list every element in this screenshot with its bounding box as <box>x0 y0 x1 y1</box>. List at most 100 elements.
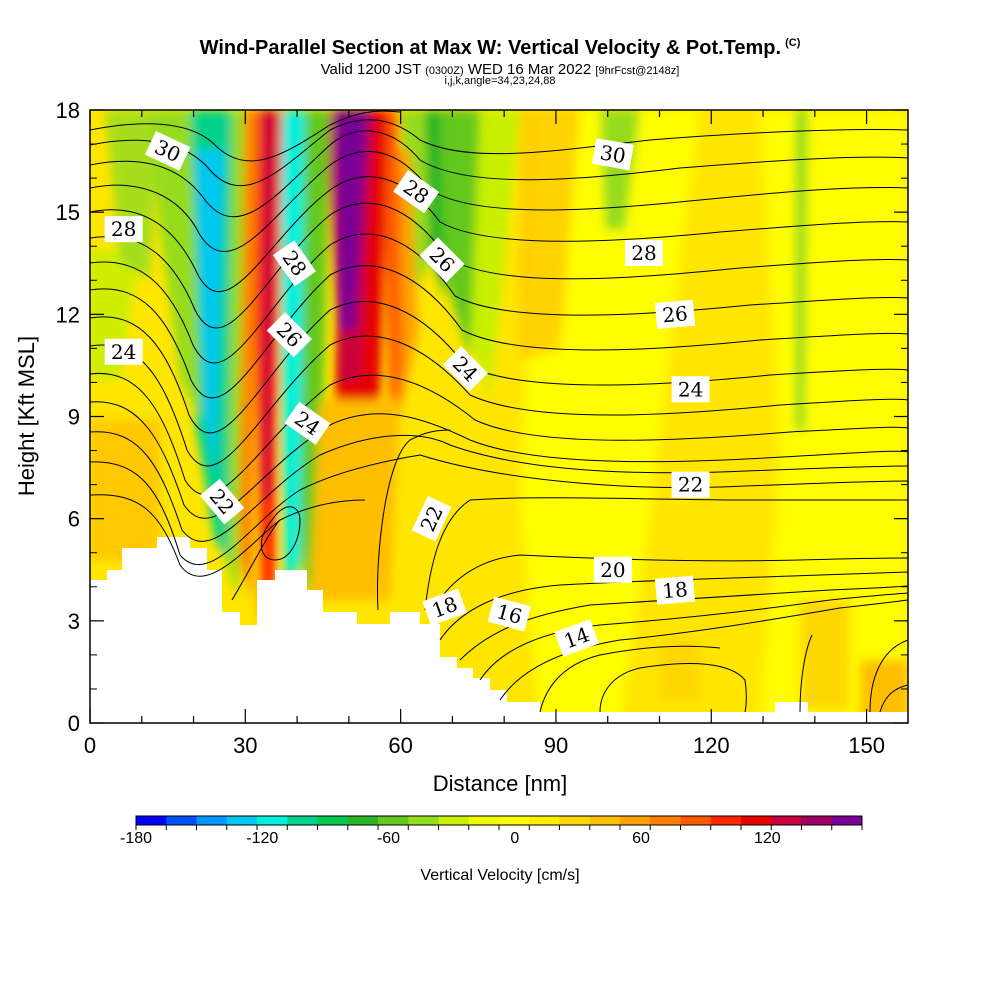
colorbar-swatch <box>378 816 409 825</box>
contour-label-box <box>422 588 467 626</box>
colorbar-swatch <box>650 816 681 825</box>
colorbar-tick-label: -60 <box>377 830 400 847</box>
contour-label: 28 <box>104 216 143 243</box>
contour-label-text: 18 <box>661 577 688 603</box>
colorbar-swatch <box>680 816 712 825</box>
copyright-mark: (C) <box>785 37 801 50</box>
colorbar-swatch <box>529 816 560 825</box>
contour-label: 16 <box>487 596 532 632</box>
colorbar-swatch <box>347 816 379 825</box>
x-tick-label: 90 <box>544 733 568 758</box>
vertical-velocity-field <box>90 110 908 723</box>
valid-time: Valid 1200 JST <box>320 61 421 78</box>
chart-subtitle: Valid 1200 JST (0300Z) WED 16 Mar 2022 [… <box>0 61 1000 78</box>
contour-label: 28 <box>624 240 663 267</box>
contour-label-box <box>104 338 143 365</box>
contour-label-box <box>266 312 312 358</box>
colorbar-swatch <box>166 816 197 825</box>
contour-label-box <box>654 299 696 329</box>
contour-label-box <box>624 240 663 267</box>
colorbar-swatch <box>710 816 742 825</box>
colorbar-swatch <box>438 816 470 825</box>
y-tick-label: 18 <box>56 98 80 123</box>
chart-title-text: Wind-Parallel Section at Max W: Vertical… <box>199 37 782 59</box>
colorbar-tick-label: 60 <box>632 830 650 847</box>
contour-label-text: 28 <box>111 217 136 241</box>
colorbar-swatch <box>408 816 439 825</box>
y-tick-label: 9 <box>68 405 80 430</box>
contour-label-box <box>671 471 710 498</box>
colorbar-swatch <box>559 816 591 825</box>
x-axis: 0 30 60 90 120 150 <box>84 110 885 758</box>
x-axis-label: Distance [nm] <box>433 771 568 796</box>
contour-label-text: 24 <box>111 340 136 364</box>
contour-label-box <box>654 575 696 605</box>
contour-label-box <box>487 596 532 632</box>
potential-temperature-contours <box>90 110 908 713</box>
contour-label-box <box>284 401 331 445</box>
y-tick-label: 3 <box>68 609 80 634</box>
contour-label: 24 <box>104 338 143 365</box>
valid-date: WED 16 Mar 2022 <box>467 61 592 78</box>
contour-label-box <box>591 138 634 171</box>
y-tick-label: 6 <box>68 507 80 532</box>
colorbar: -180 -120 -60 0 60 120 <box>120 815 863 847</box>
contour-label-box <box>104 216 143 243</box>
contour-label-box <box>419 237 465 283</box>
contour-label-box <box>144 131 191 171</box>
contour-label: 18 <box>654 575 696 605</box>
section-indices: i,j,k,angle=34,23,24,88 <box>444 75 556 87</box>
contour-label-box <box>272 240 317 287</box>
contour-label: 22 <box>671 471 710 498</box>
contour-label: 26 <box>654 299 696 329</box>
contour-label-text: 20 <box>600 558 625 582</box>
colorbar-swatch <box>620 816 651 825</box>
contour-label-box <box>671 376 710 403</box>
colorbar-swatch <box>771 816 802 825</box>
colorbar-swatch <box>136 816 167 825</box>
colorbar-swatch <box>801 816 833 825</box>
contour-label-box <box>411 495 452 542</box>
contour-label-text: 24 <box>678 377 703 401</box>
x-tick-label: 150 <box>848 733 885 758</box>
contour-label-box <box>442 346 488 392</box>
colorbar-swatch <box>499 816 530 825</box>
utc-time: (0300Z) <box>425 65 464 77</box>
colorbar-swatch <box>468 816 500 825</box>
y-axis-label: Height [Kft MSL] <box>14 336 39 496</box>
contour-label-box <box>593 556 632 583</box>
chart-title: Wind-Parallel Section at Max W: Vertical… <box>0 37 1000 60</box>
colorbar-swatch <box>196 816 228 825</box>
contour-label-box <box>199 478 245 525</box>
colorbar-swatch <box>287 816 318 825</box>
colorbar-swatch <box>831 816 863 825</box>
contour-label: 26 <box>266 312 312 358</box>
colorbar-tick-label: -180 <box>120 830 152 847</box>
x-tick-label: 120 <box>693 733 730 758</box>
colorbar-tick-label: 120 <box>754 830 781 847</box>
colorbar-swatch <box>226 816 258 825</box>
colorbar-tick-label: 0 <box>510 830 519 847</box>
colorbar-swatch <box>317 816 349 825</box>
contour-label: 30 <box>591 138 634 171</box>
forecast-info: [9hrFcst@2148z] <box>595 65 680 77</box>
contour-label: 20 <box>593 556 632 583</box>
contour-label: 28 <box>393 170 440 214</box>
x-tick-label: 0 <box>84 733 96 758</box>
colorbar-swatch <box>257 816 288 825</box>
x-tick-label: 30 <box>233 733 257 758</box>
colorbar-swatch <box>741 816 772 825</box>
contour-label-text: 22 <box>678 473 703 497</box>
x-tick-label: 60 <box>388 733 412 758</box>
contour-label-text: 28 <box>631 241 656 265</box>
contour-label-text: 30 <box>598 140 627 168</box>
y-tick-label: 0 <box>68 711 80 736</box>
contour-label: 24 <box>671 376 710 403</box>
y-tick-label: 12 <box>56 302 80 327</box>
contour-label-box <box>554 619 599 657</box>
y-tick-label: 15 <box>56 200 80 225</box>
colorbar-tick-label: -120 <box>246 830 278 847</box>
y-axis: 0 3 6 9 12 15 18 <box>56 98 908 736</box>
